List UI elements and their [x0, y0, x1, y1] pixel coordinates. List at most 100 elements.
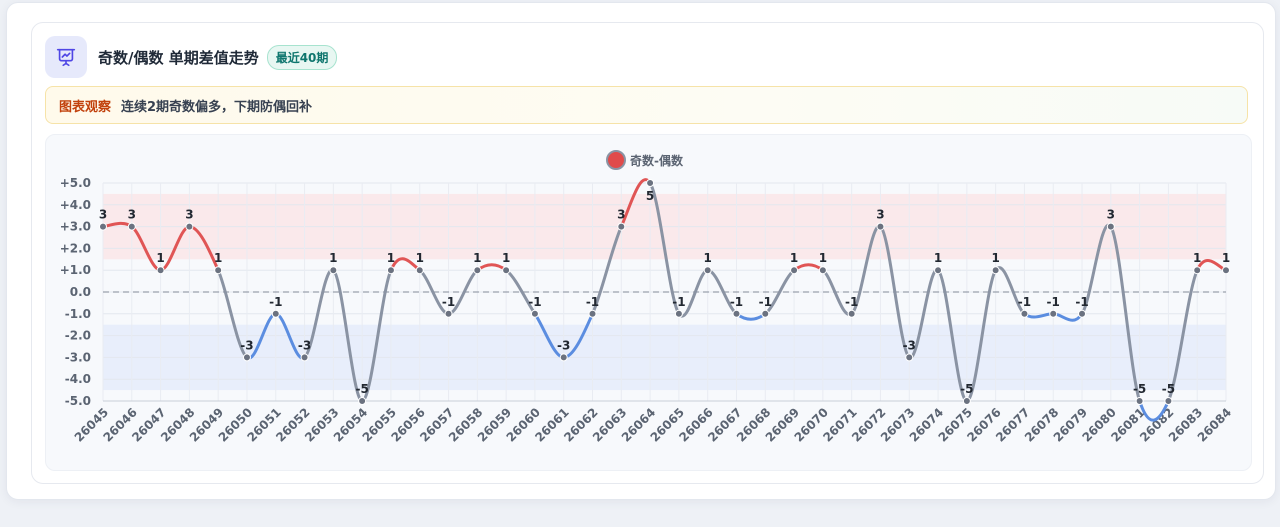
- y-tick-label: +3.0: [60, 220, 91, 234]
- data-point-26052: [300, 353, 309, 362]
- line-chart: +5.0 +4.0 +3.0 +2.0 +1.0 0.0 -1.0 -2.0 -3.0 -4.0 -…: [60, 176, 1234, 445]
- data-point-26047: [156, 266, 165, 275]
- data-point-26065: [674, 309, 683, 318]
- chart-area: 奇数-偶数 +5.0 +4.0 +3.0 +2.0 +1.0 0.0 -1.0 -2.0 -3.…: [45, 134, 1252, 471]
- data-point-26050: [242, 353, 251, 362]
- series-line-segment: [331, 268, 364, 403]
- data-label-26066: 1: [704, 251, 712, 265]
- data-label-26074: 1: [934, 251, 942, 265]
- period-badge: 最近40期: [266, 44, 338, 70]
- data-label-26049: 1: [214, 251, 222, 265]
- data-point-26056: [415, 266, 424, 275]
- data-label-26067: -1: [730, 295, 743, 309]
- series-line-segment: [965, 268, 998, 403]
- y-tick-label: 0.0: [70, 285, 91, 299]
- data-point-26058: [473, 266, 482, 275]
- y-tick-label: +5.0: [60, 176, 91, 190]
- chart-legend[interactable]: 奇数-偶数: [606, 150, 683, 170]
- data-label-26047: 1: [156, 251, 164, 265]
- data-label-26079: -1: [1075, 295, 1088, 309]
- legend-swatch: [606, 150, 626, 170]
- y-tick-label: +1.0: [60, 263, 91, 277]
- data-point-26063: [617, 222, 626, 231]
- data-point-26075: [962, 397, 971, 405]
- observation-text: 连续2期奇数偏多，下期防偶回补: [121, 99, 313, 115]
- data-point-26077: [1020, 309, 1029, 318]
- data-label-26071: -1: [845, 295, 858, 309]
- data-point-26078: [1049, 309, 1058, 318]
- series-line-segment: [1138, 399, 1170, 422]
- data-label-26068: -1: [759, 295, 772, 309]
- data-label-26059: 1: [502, 251, 510, 265]
- series-line-segment: [677, 268, 710, 318]
- data-label-26075: -5: [960, 382, 973, 396]
- data-label-26052: -3: [298, 338, 311, 352]
- data-point-26053: [329, 266, 338, 275]
- series-line-segment: [1166, 268, 1199, 403]
- series-line-segment: [792, 263, 825, 272]
- data-point-26074: [934, 266, 943, 275]
- data-label-26078: -1: [1047, 295, 1060, 309]
- data-point-26073: [905, 353, 914, 362]
- legend-label: 奇数-偶数: [630, 153, 683, 168]
- data-label-26076: 1: [991, 251, 999, 265]
- data-label-26080: 3: [1107, 208, 1115, 222]
- y-tick-label: +2.0: [60, 241, 91, 255]
- data-label-26065: -1: [672, 295, 685, 309]
- data-label-26081: -5: [1133, 382, 1146, 396]
- data-label-26055: 1: [387, 251, 395, 265]
- data-point-26062: [588, 309, 597, 318]
- series-line-segment: [1109, 225, 1142, 403]
- data-point-26067: [732, 309, 741, 318]
- data-label-26048: 3: [185, 208, 193, 222]
- data-label-26051: -1: [269, 295, 282, 309]
- series-line-segment: [734, 312, 767, 321]
- y-tick-label: -1.0: [65, 307, 91, 321]
- data-label-26063: 3: [617, 208, 625, 222]
- data-point-26051: [271, 309, 280, 318]
- series-line-segment: [360, 268, 393, 403]
- page-frame: 奇数/偶数 单期差值走势 最近40期 图表观察 连续2期奇数偏多，下期防偶回补 …: [6, 2, 1276, 500]
- series-line-segment: [216, 268, 249, 359]
- data-point-26071: [847, 309, 856, 318]
- data-point-26045: [99, 222, 107, 231]
- data-point-26069: [790, 266, 799, 275]
- series-line-segment: [648, 181, 681, 316]
- series-line-segment: [475, 263, 508, 272]
- data-point-26080: [1106, 222, 1115, 231]
- y-tick-label: -2.0: [65, 329, 91, 343]
- card-title: 奇数/偶数 单期差值走势: [98, 48, 259, 67]
- data-label-26050: -3: [240, 338, 253, 352]
- data-label-26056: 1: [416, 251, 424, 265]
- data-label-26073: -3: [903, 338, 916, 352]
- data-label-26062: -1: [586, 295, 599, 309]
- series-line-segment: [591, 225, 623, 316]
- data-label-26045: 3: [99, 208, 107, 222]
- data-label-26082: -5: [1162, 382, 1175, 396]
- data-label-26077: -1: [1018, 295, 1031, 309]
- data-point-26072: [876, 222, 885, 231]
- data-point-26054: [358, 397, 367, 405]
- data-point-26057: [444, 309, 453, 318]
- data-point-26076: [991, 266, 1000, 275]
- data-label-26061: -3: [557, 338, 570, 352]
- data-point-26081: [1135, 397, 1144, 405]
- data-point-26079: [1078, 309, 1087, 318]
- presentation-chart-icon: [45, 36, 87, 78]
- y-tick-label: -3.0: [65, 350, 91, 364]
- data-point-26084: [1222, 266, 1230, 275]
- data-label-26069: 1: [790, 251, 798, 265]
- data-label-26083: 1: [1193, 251, 1201, 265]
- data-point-26083: [1193, 266, 1202, 275]
- data-label-26054: -5: [355, 382, 368, 396]
- series-line-segment: [1051, 312, 1084, 322]
- series-line-segment: [936, 268, 969, 403]
- data-label-26057: -1: [442, 295, 455, 309]
- data-label-26053: 1: [329, 251, 337, 265]
- data-point-26070: [818, 266, 827, 275]
- observation-banner: 图表观察 连续2期奇数偏多，下期防偶回补: [45, 86, 1248, 124]
- data-label-26064: 5: [646, 189, 654, 203]
- data-label-26084: 1: [1222, 251, 1230, 265]
- data-point-26049: [214, 266, 223, 275]
- data-label-26072: 3: [876, 208, 884, 222]
